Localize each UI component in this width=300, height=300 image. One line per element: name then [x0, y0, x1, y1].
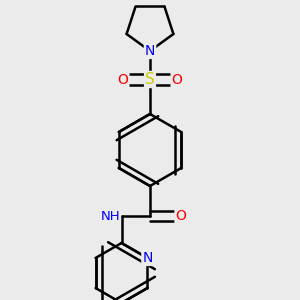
- Text: N: N: [142, 251, 153, 265]
- Text: N: N: [145, 44, 155, 58]
- Text: NH: NH: [100, 209, 120, 223]
- Text: O: O: [118, 73, 128, 86]
- Text: S: S: [145, 72, 155, 87]
- Text: O: O: [176, 209, 186, 223]
- Text: O: O: [172, 73, 182, 86]
